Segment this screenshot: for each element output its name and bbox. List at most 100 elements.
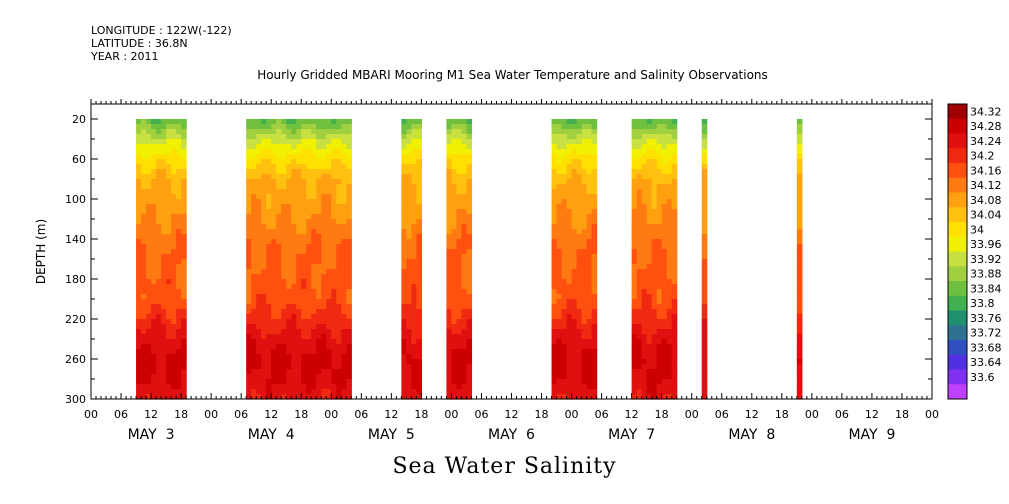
salinity-cell [576,374,583,380]
salinity-cell [246,259,252,265]
salinity-cell [166,149,172,155]
salinity-cell [631,134,638,140]
salinity-cell [661,279,668,285]
salinity-cell [651,139,658,145]
salinity-cell [166,234,172,240]
salinity-cell [796,294,803,300]
salinity-cell [306,209,312,215]
salinity-cell [796,314,803,320]
salinity-cell [581,214,588,220]
salinity-cell [246,299,252,305]
salinity-cell [146,154,152,160]
salinity-cell [251,254,257,260]
salinity-cell [796,139,803,145]
salinity-cell [456,299,463,305]
salinity-cell [166,224,172,230]
salinity-cell [666,144,673,150]
salinity-cell [651,224,658,230]
salinity-cell [326,129,332,135]
salinity-cell [301,269,307,275]
salinity-cell [301,169,307,175]
salinity-cell [156,389,162,395]
salinity-cell [671,254,678,260]
salinity-cell [296,309,302,315]
salinity-cell [456,229,463,235]
salinity-cell [456,374,463,380]
salinity-cell [156,134,162,140]
salinity-cell [656,289,663,295]
salinity-cell [566,314,573,320]
salinity-cell [466,124,473,130]
salinity-cell [251,189,257,195]
salinity-cell [411,319,417,325]
salinity-cell [171,339,177,345]
salinity-cell [256,199,262,205]
salinity-cell [406,219,412,225]
salinity-cell [261,189,267,195]
salinity-cell [291,334,297,340]
salinity-cell [341,219,347,225]
salinity-cell [176,229,182,235]
salinity-cell [451,294,458,300]
salinity-cell [256,129,262,135]
salinity-cell [446,144,453,150]
salinity-cell [146,214,152,220]
salinity-cell [656,219,663,225]
salinity-cell [141,329,147,335]
salinity-cell [646,149,653,155]
salinity-cell [661,374,668,380]
salinity-cell [181,124,187,130]
salinity-cell [321,319,327,325]
salinity-cell [321,309,327,315]
salinity-cell [321,134,327,140]
salinity-cell [176,304,182,310]
salinity-cell [406,264,412,270]
salinity-cell [246,209,252,215]
salinity-cell [321,329,327,335]
salinity-cell [666,309,673,315]
salinity-cell [266,214,272,220]
salinity-cell [586,264,593,270]
salinity-cell [271,379,277,385]
salinity-cell [341,129,347,135]
salinity-cell [181,384,187,390]
salinity-cell [451,334,458,340]
salinity-cell [451,299,458,305]
salinity-cell [406,239,412,245]
salinity-cell [796,359,803,365]
salinity-cell [451,219,458,225]
salinity-cell [646,369,653,375]
salinity-cell [796,334,803,340]
salinity-cell [671,174,678,180]
salinity-cell [456,274,463,280]
salinity-cell [261,244,267,250]
salinity-cell [336,134,342,140]
salinity-cell [141,374,147,380]
salinity-cell [796,199,803,205]
salinity-cell [336,189,342,195]
salinity-cell [151,324,157,330]
salinity-cell [461,324,468,330]
salinity-cell [181,214,187,220]
salinity-cell [271,314,277,320]
salinity-cell [301,159,307,165]
salinity-cell [176,274,182,280]
salinity-cell [656,214,663,220]
salinity-cell [406,289,412,295]
salinity-cell [161,364,167,370]
salinity-cell [646,394,653,400]
salinity-cell [416,129,422,135]
colorbar-label: 33.64 [970,356,1002,369]
salinity-cell [256,124,262,130]
salinity-cell [346,309,352,315]
data-segments [136,119,803,400]
salinity-cell [411,269,417,275]
salinity-cell [286,264,292,270]
salinity-cell [646,184,653,190]
salinity-cell [651,214,658,220]
salinity-cell [666,154,673,160]
salinity-cell [246,359,252,365]
salinity-cell [181,324,187,330]
salinity-cell [631,384,638,390]
salinity-cell [246,329,252,335]
